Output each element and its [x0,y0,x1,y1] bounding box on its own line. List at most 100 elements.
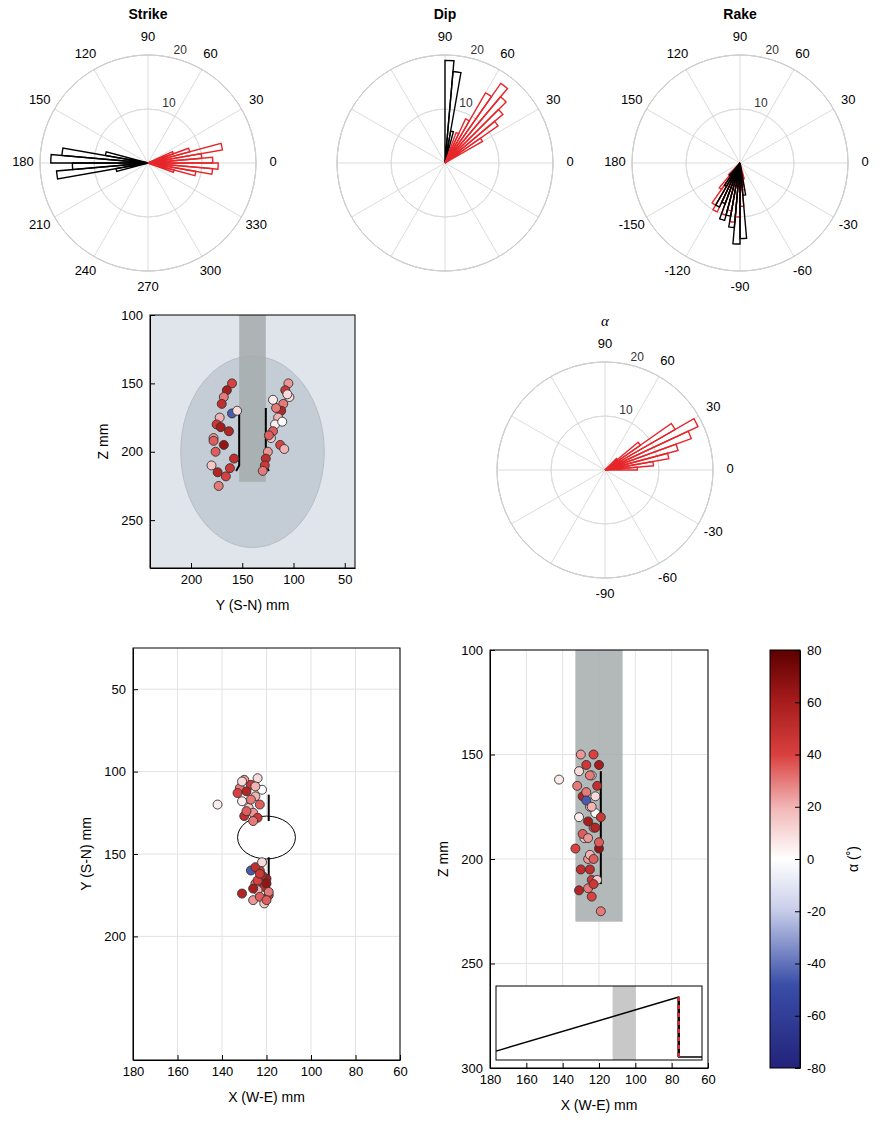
inset-band [613,986,636,1060]
event [596,813,605,822]
colorbar-tick-mark [795,1016,800,1017]
bar [148,152,173,163]
y-axis: 250200150100 [121,308,155,569]
event [589,855,598,864]
points [213,774,273,908]
event [246,795,255,804]
inset-line [496,997,702,1057]
event [575,767,584,776]
x-tick: 60 [393,1055,407,1079]
bar [605,419,698,470]
event [213,800,222,809]
radial-label: 10 [619,403,633,417]
colorbar-tick: 20 [795,799,821,814]
x-tick-label: 120 [589,1072,611,1087]
y-tick-mark [150,452,155,453]
colorbar-title: α (˚) [845,846,861,872]
plot-frame [133,648,400,1060]
event [585,865,594,874]
y-tick-label: 250 [461,956,483,971]
points [207,379,294,491]
angle-label: 330 [245,217,267,232]
y-tick: 250 [121,513,155,528]
x-tick-label: 80 [665,1072,679,1087]
borehole-section [238,816,296,859]
bar [445,83,507,163]
bar [605,442,640,470]
polar-panel: 03060901020Dip [337,6,574,271]
event [584,817,593,826]
y-tick-mark [133,936,138,937]
y-tick: 150 [104,847,138,862]
x-tick-mark [345,563,346,568]
x-axis-line [134,1060,401,1061]
panel-title: Dip [434,6,457,22]
x-tick-mark [267,1055,268,1060]
polar-plot [40,55,256,271]
event [283,390,292,399]
bar [740,163,746,195]
polar-panel: 03060901201501802102402703003301020Strik… [12,6,276,294]
bar [148,163,218,169]
x-tick: 160 [516,1063,538,1087]
colorbar-tick-label: 40 [807,747,821,762]
colorbar-tick-mark [795,1068,800,1069]
bar [51,155,148,163]
y-tick-label: 200 [461,852,483,867]
inset-frame [496,986,702,1060]
polar-frame [40,55,256,271]
event [591,792,600,801]
x-tick-label: 140 [552,1072,574,1087]
x-tick-mark [599,1063,600,1068]
ring [551,416,659,524]
colorbar-tick-mark [795,807,800,808]
y-tick-label: 50 [112,682,126,697]
event [582,788,591,797]
bar [116,163,148,171]
colorbar-tick: 40 [795,747,821,762]
event [264,431,273,440]
event [216,423,225,432]
x-tick-label: 150 [232,572,254,587]
x-tick: 120 [589,1063,611,1087]
event [225,464,234,473]
y-tick: 200 [121,444,155,459]
event [255,800,264,809]
angle-label: 30 [249,92,263,107]
bar [445,133,459,163]
event [587,802,596,811]
x-tick: 100 [625,1063,647,1087]
event [584,834,593,843]
y-tick-mark [490,650,495,651]
y-tick-mark [490,859,495,860]
y-grid-line [133,936,400,937]
event [249,817,258,826]
points [555,750,606,916]
scatter-panel: 20015010050250200150100Y (S-N) mmZ mm [95,308,356,613]
x-tick-mark [311,1055,312,1060]
colorbar-tick-label: -80 [807,1061,826,1076]
colorbar-tick-mark [795,702,800,703]
spoke [686,163,740,257]
y-tick-label: 100 [461,643,483,658]
event [585,771,594,780]
angle-label: 120 [75,46,97,61]
angle-label: 0 [861,154,868,169]
ring [632,55,848,271]
polar-plot [337,55,553,271]
angle-label: 150 [29,92,51,107]
event [591,823,600,832]
angle-label: 0 [269,154,276,169]
colorbar-tick-label: 60 [807,695,821,710]
angle-label: 60 [795,46,809,61]
angle-label: 30 [546,92,560,107]
inset-marker-red [677,997,680,1057]
angle-label: 210 [29,217,51,232]
y-tick-mark [490,964,495,965]
bar [733,163,740,244]
angle-label: 0 [566,154,573,169]
x-tick-label: 160 [167,1064,189,1079]
angle-label: 60 [203,46,217,61]
polar-plot [497,362,713,578]
y-tick-mark [490,1068,495,1069]
